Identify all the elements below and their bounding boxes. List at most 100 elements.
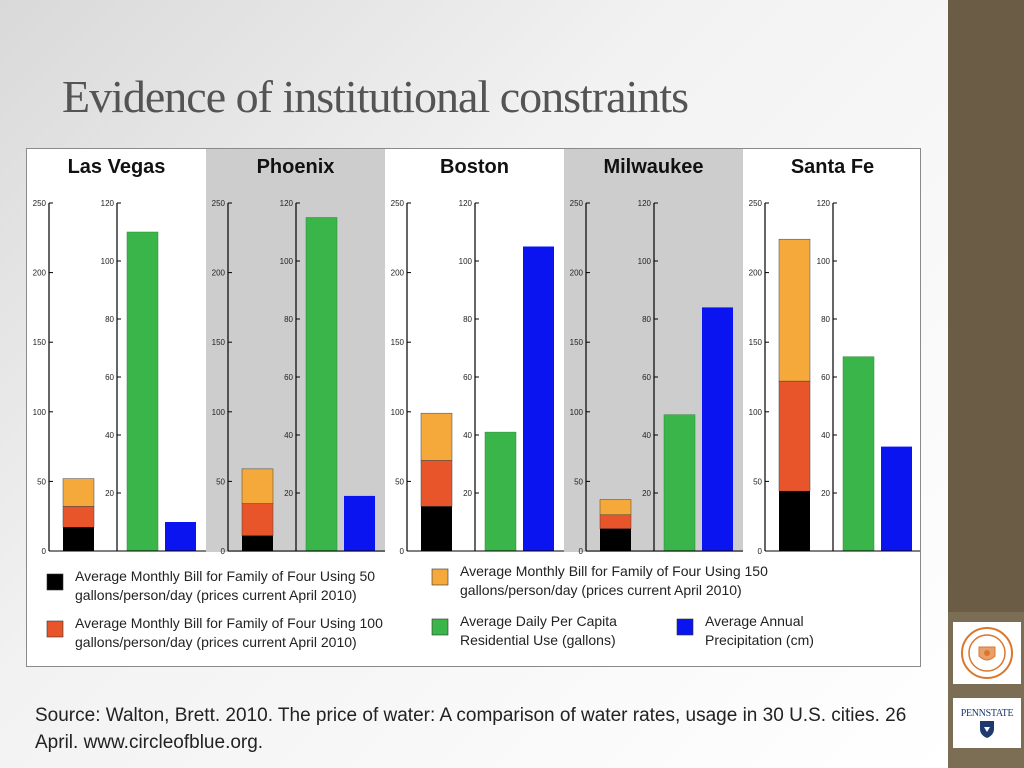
legend-text-use-line2: Residential Use (gallons) xyxy=(460,632,616,648)
bar-use-santa-fe xyxy=(842,356,875,552)
bar-bill100-milwaukee xyxy=(599,514,632,529)
left-tick-label-santa-fe: 250 xyxy=(749,199,763,208)
legend-text-bill100: Average Monthly Bill for Family of Four … xyxy=(75,615,383,631)
left-tick-label-phoenix: 0 xyxy=(221,547,226,556)
right-tick-label-phoenix: 80 xyxy=(284,315,293,324)
bar-precip-santa-fe xyxy=(881,446,912,551)
bar-bill100-las-vegas xyxy=(62,506,95,528)
legend-swatch-bill50 xyxy=(46,573,64,591)
city-label-boston: Boston xyxy=(440,156,509,178)
bar-bill50-phoenix xyxy=(242,535,273,551)
right-tick-label-milwaukee: 100 xyxy=(638,257,652,266)
right-tick-label-boston: 20 xyxy=(463,489,472,498)
bar-bill50-milwaukee xyxy=(600,528,631,551)
left-tick-label-milwaukee: 150 xyxy=(570,338,584,347)
right-tick-label-milwaukee: 60 xyxy=(642,373,651,382)
right-tick-label-milwaukee: 40 xyxy=(642,431,651,440)
bar-precip-las-vegas xyxy=(165,522,196,551)
legend-text-precip: Average Annual xyxy=(705,613,804,629)
legend-text-use: Average Daily Per Capita xyxy=(460,613,617,629)
right-tick-label-phoenix: 40 xyxy=(284,431,293,440)
bar-use-boston xyxy=(484,431,517,552)
bar-use-las-vegas xyxy=(126,231,159,552)
city-label-milwaukee: Milwaukee xyxy=(603,156,703,178)
legend-swatch-precip xyxy=(676,618,694,636)
bar-bill100-phoenix xyxy=(241,503,274,536)
bar-bill150-boston xyxy=(420,412,453,461)
right-tick-label-las-vegas: 60 xyxy=(105,373,114,382)
city-label-santa-fe: Santa Fe xyxy=(791,156,874,178)
right-tick-label-santa-fe: 80 xyxy=(821,315,830,324)
left-tick-label-milwaukee: 100 xyxy=(570,408,584,417)
right-tick-label-las-vegas: 20 xyxy=(105,489,114,498)
right-tick-label-boston: 40 xyxy=(463,431,472,440)
texas-seal-logo xyxy=(953,622,1021,684)
right-tick-label-phoenix: 20 xyxy=(284,489,293,498)
bar-use-phoenix xyxy=(305,217,338,552)
left-tick-label-las-vegas: 0 xyxy=(42,547,47,556)
bar-bill150-las-vegas xyxy=(62,478,95,507)
right-tick-label-santa-fe: 40 xyxy=(821,431,830,440)
right-tick-label-phoenix: 120 xyxy=(280,199,294,208)
bar-bill100-santa-fe xyxy=(778,380,811,492)
legend-text-bill50-line2: gallons/person/day (prices current April… xyxy=(75,587,357,603)
bar-precip-boston xyxy=(523,246,554,551)
legend-text-bill150-line2: gallons/person/day (prices current April… xyxy=(460,582,742,598)
left-tick-label-phoenix: 150 xyxy=(212,338,226,347)
slide-title: Evidence of institutional constraints xyxy=(62,71,689,122)
right-tick-label-milwaukee: 20 xyxy=(642,489,651,498)
bar-bill50-las-vegas xyxy=(63,527,94,551)
right-tick-label-boston: 120 xyxy=(459,199,473,208)
left-tick-label-phoenix: 50 xyxy=(216,477,225,486)
left-tick-label-boston: 250 xyxy=(391,199,405,208)
left-tick-label-boston: 150 xyxy=(391,338,405,347)
right-tick-label-milwaukee: 120 xyxy=(638,199,652,208)
right-tick-label-phoenix: 60 xyxy=(284,373,293,382)
right-tick-label-las-vegas: 120 xyxy=(101,199,115,208)
left-tick-label-boston: 50 xyxy=(395,477,404,486)
left-tick-label-las-vegas: 200 xyxy=(33,269,47,278)
bar-bill150-milwaukee xyxy=(599,499,632,516)
left-tick-label-santa-fe: 150 xyxy=(749,338,763,347)
right-tick-label-santa-fe: 20 xyxy=(821,489,830,498)
right-tick-label-boston: 60 xyxy=(463,373,472,382)
bar-precip-phoenix xyxy=(344,495,375,551)
left-tick-label-boston: 100 xyxy=(391,408,405,417)
left-tick-label-santa-fe: 200 xyxy=(749,269,763,278)
left-tick-label-milwaukee: 50 xyxy=(574,477,583,486)
right-tick-label-las-vegas: 80 xyxy=(105,315,114,324)
left-tick-label-phoenix: 250 xyxy=(212,199,226,208)
left-tick-label-boston: 200 xyxy=(391,269,405,278)
left-tick-label-las-vegas: 150 xyxy=(33,338,47,347)
shield-icon xyxy=(980,720,994,738)
legend-swatch-bill100 xyxy=(46,620,64,638)
bar-bill150-santa-fe xyxy=(778,238,811,382)
city-label-las-vegas: Las Vegas xyxy=(68,156,166,178)
left-tick-label-las-vegas: 100 xyxy=(33,408,47,417)
pennstate-logo: PENNSTATE xyxy=(953,698,1021,748)
bar-use-milwaukee xyxy=(663,414,696,552)
right-tick-label-boston: 100 xyxy=(459,257,473,266)
legend-text-bill100-line2: gallons/person/day (prices current April… xyxy=(75,634,357,650)
seal-icon xyxy=(961,627,1013,679)
left-tick-label-santa-fe: 0 xyxy=(758,547,763,556)
right-tick-label-phoenix: 100 xyxy=(280,257,294,266)
left-tick-label-milwaukee: 250 xyxy=(570,199,584,208)
city-label-phoenix: Phoenix xyxy=(257,156,335,178)
right-tick-label-boston: 80 xyxy=(463,315,472,324)
right-tick-label-milwaukee: 80 xyxy=(642,315,651,324)
left-tick-label-milwaukee: 200 xyxy=(570,269,584,278)
left-tick-label-las-vegas: 250 xyxy=(33,199,47,208)
legend-swatch-use xyxy=(431,618,449,636)
source-citation: Source: Walton, Brett. 2010. The price o… xyxy=(35,705,907,753)
pennstate-wordmark: PENNSTATE xyxy=(960,707,1014,719)
left-tick-label-las-vegas: 50 xyxy=(37,477,46,486)
left-tick-label-santa-fe: 50 xyxy=(753,477,762,486)
left-tick-label-milwaukee: 0 xyxy=(579,547,584,556)
right-tick-label-las-vegas: 100 xyxy=(101,257,115,266)
left-tick-label-phoenix: 200 xyxy=(212,269,226,278)
bar-bill150-phoenix xyxy=(241,468,274,504)
legend-text-bill50: Average Monthly Bill for Family of Four … xyxy=(75,568,375,584)
bar-bill50-boston xyxy=(421,506,452,551)
legend-swatch-bill150 xyxy=(431,568,449,586)
